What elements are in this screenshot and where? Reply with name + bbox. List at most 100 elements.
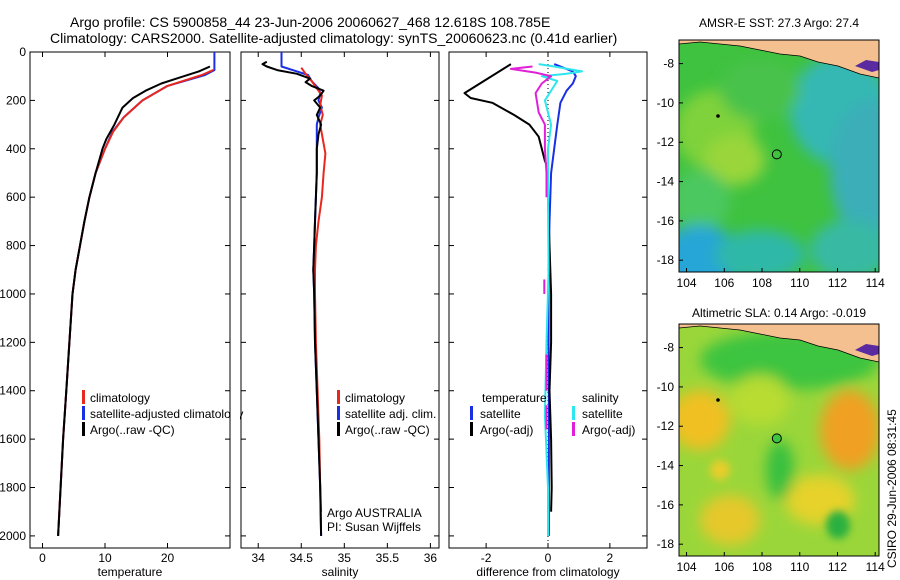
map-x-tick-label: 108 [752,560,772,574]
x-tick-label: 34 [252,551,266,565]
x-axis-label: salinity [322,565,359,579]
map-y-tick-label: -8 [663,341,674,355]
y-tick-label: 600 [6,190,26,204]
salinity-legend: climatology satellite adj. clim. Argo(..… [337,390,436,437]
map-y-tick-label: -12 [657,419,675,433]
map-y-tick-label: -10 [657,96,675,110]
legend-label-climatology: climatology [345,391,405,405]
argo-australia-note: Argo AUSTRALIA [327,506,422,520]
map-x-tick-label: 106 [714,276,734,290]
map-y-tick-label: -14 [657,175,675,189]
x-tick-label: 10 [98,551,112,565]
legend-label-argo: Argo(..raw -QC) [345,423,430,437]
y-tick-label: 1600 [0,432,26,446]
sla-map-axes: 104 106 108 110 112 114 -8 -10 -12 -14 -16 -18 [657,341,885,574]
map-y-tick-label: -18 [657,537,675,551]
legend-label-sal-argo: Argo(-adj) [582,423,635,437]
series-line-0 [57,52,216,536]
map-x-tick-label: 110 [790,276,809,290]
series-line-0 [547,63,577,536]
sla-land-patch [855,344,879,356]
legend-swatch-satellite [337,406,340,420]
x-tick-label: -2 [481,551,492,565]
map-y-tick-label: -10 [657,380,675,394]
difference-legend: temperature satellite Argo(-adj) salinit… [470,391,635,437]
sla-java-coast [679,324,879,363]
series-line-2 [261,60,325,536]
x-tick-label: 36 [424,551,438,565]
sst-java-coast [679,40,879,79]
figure-title-line1: Argo profile: CS 5900858_44 23-Jun-2006 … [70,14,550,30]
y-tick-label: 0 [19,45,26,59]
legend-swatch-sal-argo [572,422,575,436]
y-tick-label: 400 [6,142,26,156]
map-x-tick-label: 104 [677,560,697,574]
sst-gradients [679,55,879,272]
legend-label-sal-satellite: satellite [582,407,623,421]
legend-swatch-argo [82,422,85,436]
legend-clip-mask [231,392,240,438]
sst-island [716,114,720,118]
map-x-tick-label: 114 [866,276,885,290]
pi-note: PI: Susan Wijffels [327,520,421,534]
csiro-timestamp: CSIRO 29-Jun-2006 08:31:45 [885,409,899,568]
map-x-tick-label: 104 [677,276,697,290]
sst-map-axes: 104 106 108 110 112 114 -8 -10 -12 -14 -16 -18 [657,57,885,290]
legend-swatch-satellite [82,406,85,420]
legend-swatch-climatology [337,390,340,404]
salinity-chart: 34 34.5 35 35.5 36 salinity [241,51,439,579]
sla-spots [710,460,850,539]
legend-label-satellite: satellite-adjusted climatology [90,407,243,421]
map-y-tick-label: -18 [657,253,675,267]
y-tick-label: 200 [6,93,26,107]
map-x-tick-label: 112 [828,560,847,574]
sla-map-frame [678,323,880,557]
series-line-1 [463,63,553,512]
figure-title-line2: Climatology: CARS2000. Satellite-adjuste… [50,30,617,46]
legend-heading-salinity: salinity [582,391,619,405]
sla-map-title: Altimetric SLA: 0.14 Argo: -0.019 [692,306,866,320]
y-tick-label: 1000 [0,287,26,301]
argo-location-marker [771,149,782,160]
sst-land-patch [855,60,879,72]
sla-island [716,398,720,402]
argo-location-marker [771,433,782,444]
salinity-panel-frame [240,51,440,549]
x-tick-label: 0 [545,551,552,565]
temperature-chart: 0 10 2002004006008001000120014001600180020… [0,45,230,579]
y-tick-label: 800 [6,239,26,253]
sst-map-field [679,40,879,272]
legend-label-satellite: satellite adj. clim. [345,407,436,421]
map-x-tick-label: 112 [828,276,847,290]
sst-map-title: AMSR-E SST: 27.3 Argo: 27.4 [699,16,859,30]
x-tick-label: 2 [607,551,614,565]
x-axis-label: temperature [98,565,163,579]
x-tick-label: 34.5 [290,551,314,565]
x-tick-label: 20 [161,551,175,565]
temperature-legend: climatology satellite-adjusted climatolo… [82,390,243,437]
series-line-1 [57,69,214,536]
legend-swatch-temp-argo [470,422,473,436]
legend-swatch-temp-satellite [470,406,473,420]
map-x-tick-label: 108 [752,276,772,290]
legend-swatch-argo [337,422,340,436]
x-tick-label: 35 [338,551,352,565]
x-axis-label: difference from climatology [476,565,619,579]
y-tick-label: 1200 [0,335,26,349]
series-line-2 [57,65,211,536]
legend-label-temp-satellite: satellite [480,407,521,421]
map-y-tick-label: -14 [657,459,675,473]
temperature-panel-frame [29,51,231,549]
y-tick-label: 2000 [0,529,26,543]
map-y-tick-label: -12 [657,135,675,149]
legend-heading-temperature: temperature [482,391,547,405]
sla-gradients [679,330,879,545]
y-tick-label: 1800 [0,481,26,495]
map-x-tick-label: 114 [866,560,885,574]
map-y-tick-label: -8 [663,57,674,71]
legend-label-argo: Argo(..raw -QC) [90,423,175,437]
legend-swatch-climatology [82,390,85,404]
map-x-tick-label: 110 [790,560,809,574]
